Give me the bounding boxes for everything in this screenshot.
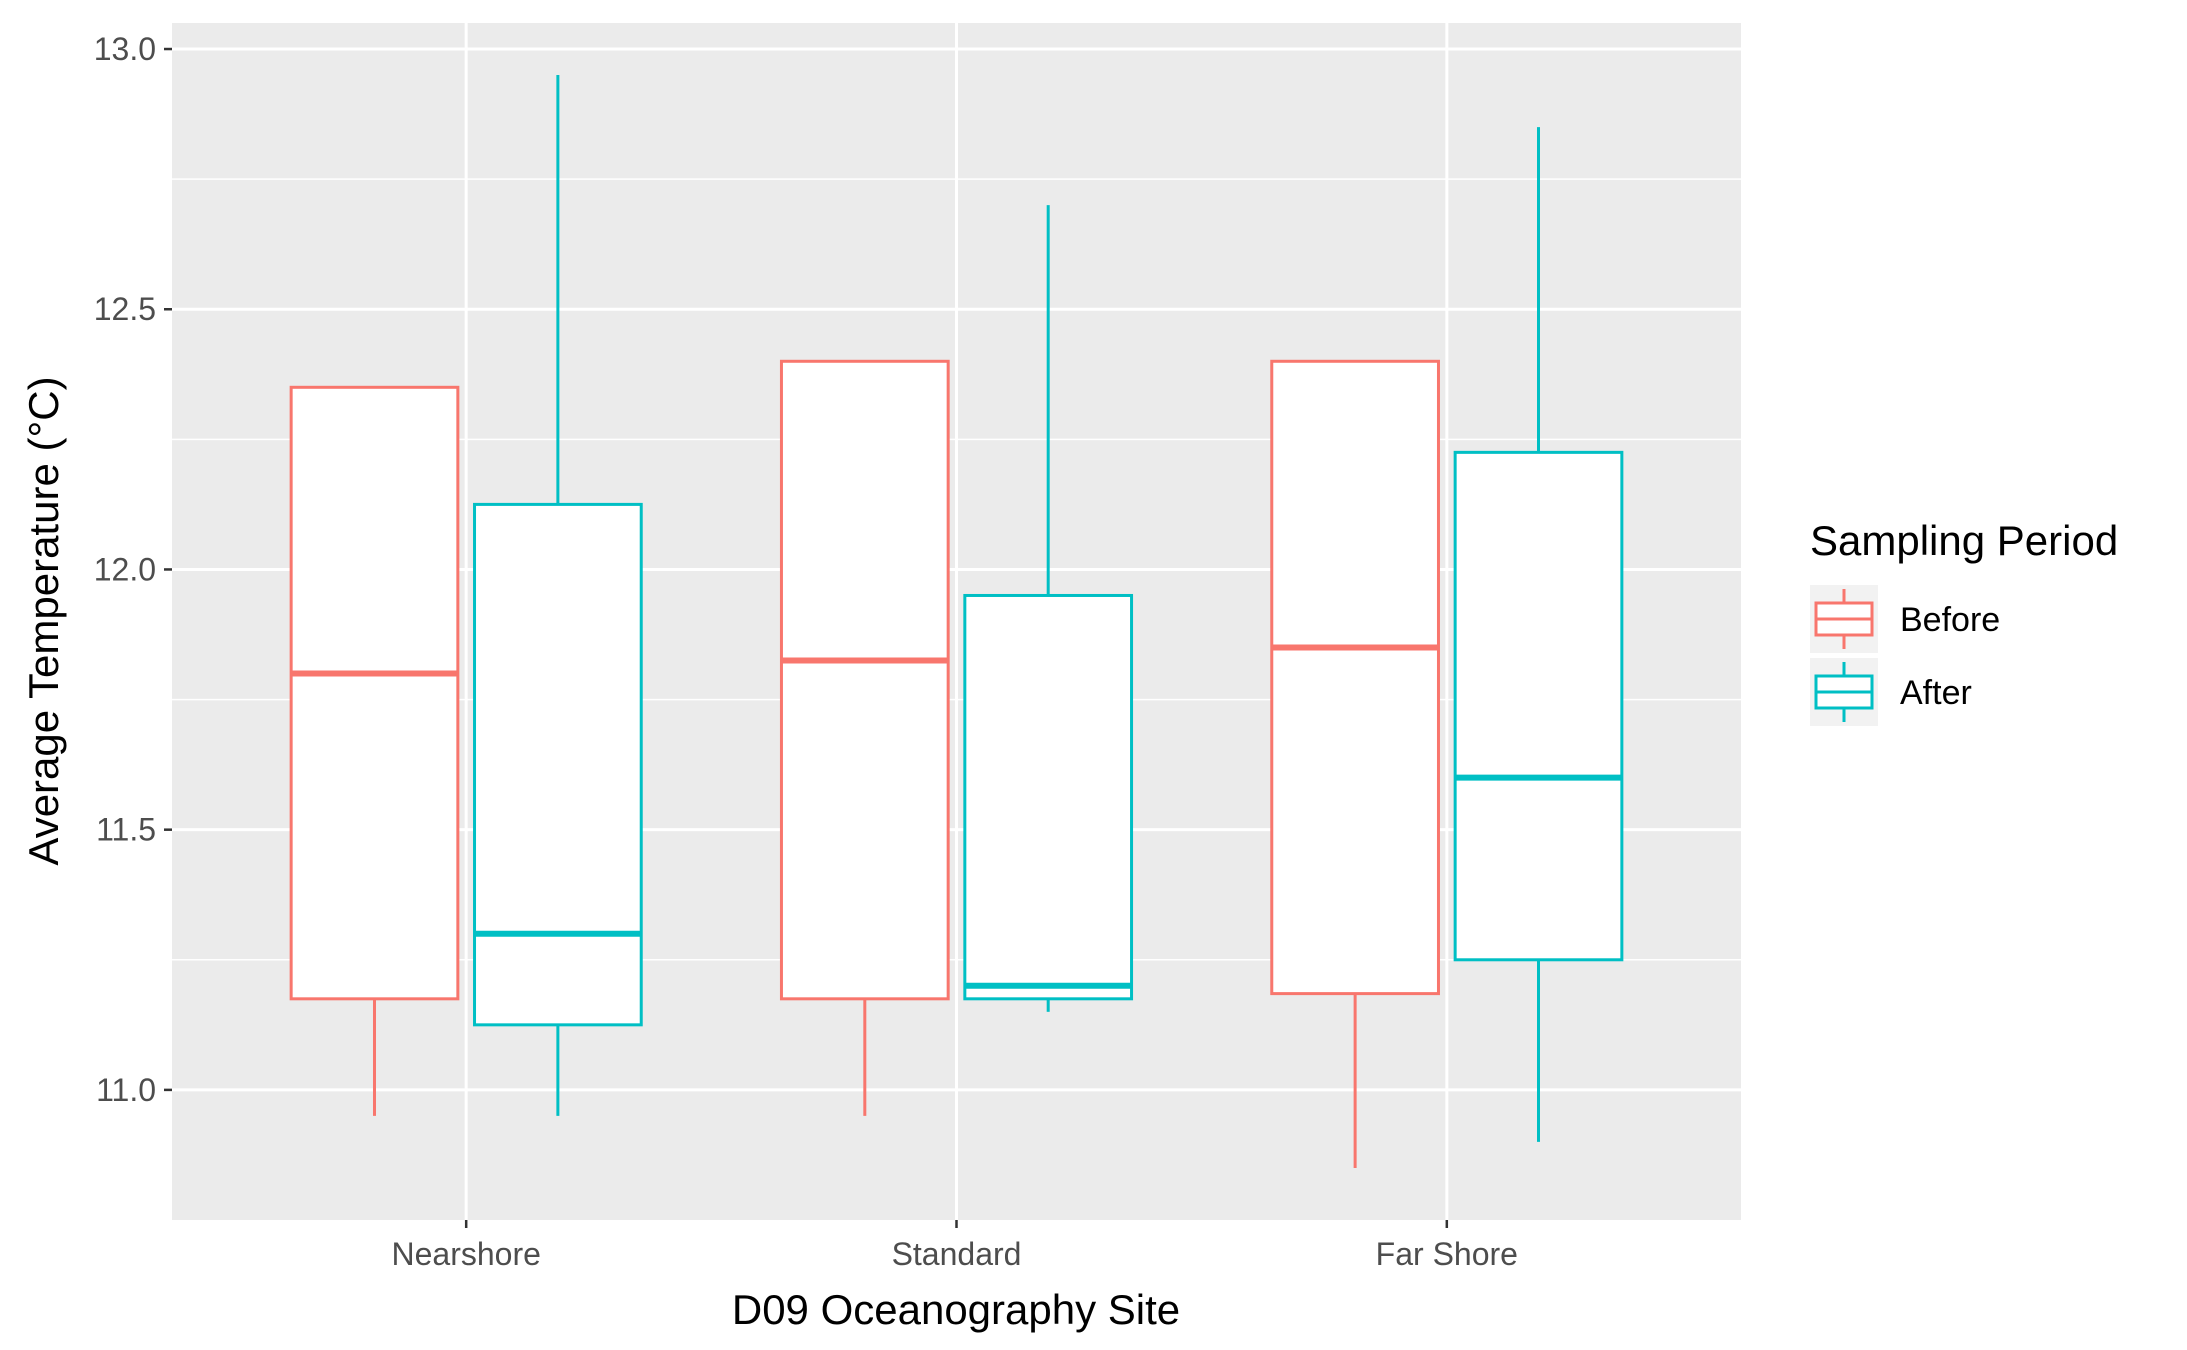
legend-item-before: Before — [1810, 585, 2000, 653]
x-tick-label: Far Shore — [1376, 1236, 1518, 1272]
y-tick-label: 13.0 — [94, 31, 156, 67]
box-body — [473, 502, 643, 1027]
y-tick-label: 11.5 — [96, 812, 156, 848]
x-axis: Nearshore Standard Far Shore — [391, 1220, 1518, 1272]
y-tick-label: 12.0 — [94, 551, 156, 587]
boxes-layer — [289, 75, 1624, 1168]
x-tick-label: Nearshore — [391, 1236, 540, 1272]
box-before-far-shore — [1270, 359, 1440, 1168]
box-before-standard — [779, 359, 950, 1116]
box-body — [963, 593, 1134, 1001]
box-body — [779, 359, 950, 1001]
x-tick-label: Standard — [892, 1236, 1022, 1272]
legend: Sampling Period Before After — [1810, 517, 2118, 726]
box-body — [289, 385, 460, 1001]
box-body — [1270, 359, 1440, 996]
box-body — [1453, 450, 1624, 962]
box-before-nearshore — [289, 385, 460, 1116]
y-axis-title: Average Temperature (°C) — [20, 376, 67, 865]
y-tick-label: 12.5 — [94, 291, 156, 327]
box-after-nearshore — [473, 75, 643, 1116]
y-axis: 11.0 11.5 12.0 12.5 13.0 — [94, 31, 172, 1108]
legend-title: Sampling Period — [1810, 517, 2118, 564]
legend-item-after: After — [1810, 658, 1972, 726]
box-after-far-shore — [1453, 127, 1624, 1142]
y-tick-label: 11.0 — [96, 1072, 156, 1108]
legend-label: Before — [1900, 601, 2000, 639]
legend-label: After — [1900, 674, 1972, 712]
x-axis-title: D09 Oceanography Site — [732, 1286, 1180, 1333]
box-after-standard — [963, 205, 1134, 1012]
